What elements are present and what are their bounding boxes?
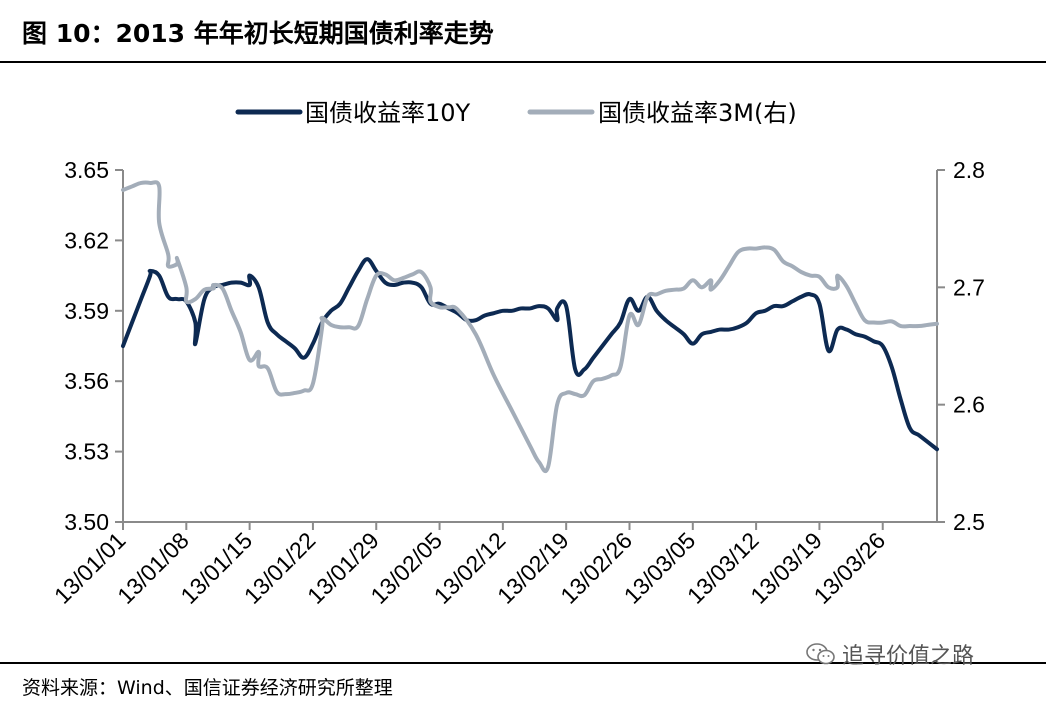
y-tick-label-right: 2.7	[953, 274, 985, 300]
y-tick-label-left: 3.62	[64, 227, 109, 253]
y-tick-label-right: 2.6	[953, 392, 985, 418]
series-line-3m	[121, 180, 939, 474]
source-note: 资料来源：Wind、国信证券经济研究所整理	[22, 677, 393, 699]
y-tick-label-left: 3.53	[64, 439, 109, 465]
legend-label-3m: 国债收益率3M(右)	[598, 99, 797, 127]
watermark: 追寻价值之路	[806, 638, 974, 670]
series-line-10y	[121, 257, 939, 452]
series-layer	[121, 180, 939, 474]
wechat-icon	[806, 643, 835, 665]
y-tick-label-left: 3.59	[64, 298, 109, 324]
axes: 3.653.623.593.563.533.502.82.72.62.513/0…	[49, 157, 985, 609]
y-tick-label-left: 3.56	[64, 368, 109, 394]
legend: 国债收益率10Y 国债收益率3M(右)	[235, 99, 797, 127]
y-tick-label-right: 2.8	[953, 157, 985, 183]
legend-label-10y: 国债收益率10Y	[305, 99, 471, 127]
source-divider	[0, 662, 1046, 664]
y-tick-label-left: 3.65	[64, 157, 109, 183]
y-tick-label-left: 3.50	[64, 509, 109, 535]
figure-title: 图 10：2013 年年初长短期国债利率走势	[22, 19, 494, 48]
watermark-text: 追寻价值之路	[842, 644, 975, 669]
title-divider	[0, 61, 1046, 63]
y-tick-label-right: 2.5	[953, 509, 985, 535]
